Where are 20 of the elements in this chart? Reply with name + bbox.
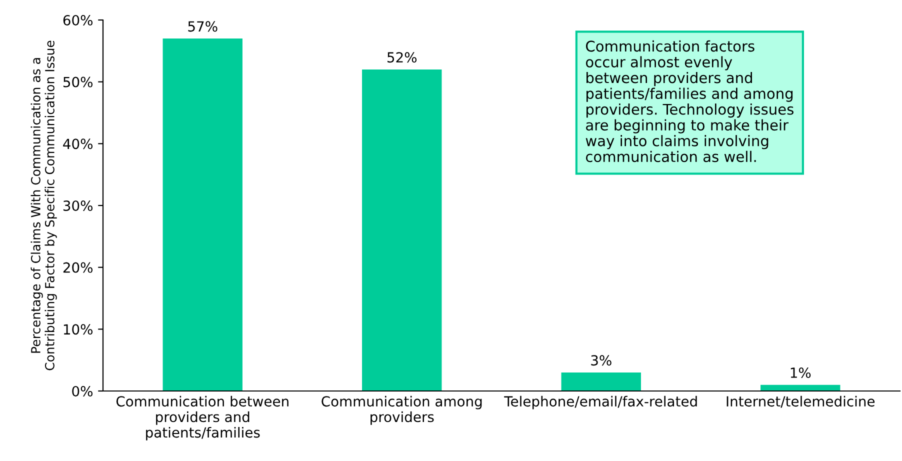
y-axis-title: Percentage of Claims With Communication as a Contributing Factor by Specific Communication Issue bbox=[30, 40, 57, 370]
data-label: 3% bbox=[591, 355, 612, 366]
x-tick-label: Communication between providers and patients/families bbox=[116, 396, 288, 440]
data-label: 57% bbox=[188, 21, 218, 32]
y-tick-label: 20% bbox=[63, 262, 93, 273]
data-label: 52% bbox=[388, 52, 417, 63]
y-tick-label: 10% bbox=[64, 324, 93, 335]
y-tick-label: 30% bbox=[63, 200, 93, 211]
bar bbox=[362, 69, 442, 391]
annotation: Communication factors occur almost evenly between providers and patients/families and among providers. Technology issues are beginning to make their way into claims involving communication as well. bbox=[586, 40, 794, 162]
y-tick-label: 0% bbox=[72, 386, 93, 396]
bar bbox=[561, 372, 641, 391]
y-tick-label: 40% bbox=[63, 138, 93, 150]
x-tick-label: Communication among providers bbox=[322, 396, 482, 425]
x-tick-label: Internet/telemedicine bbox=[726, 396, 875, 408]
y-tick-label: 60% bbox=[63, 14, 93, 26]
data-label: 1% bbox=[790, 367, 811, 378]
bar bbox=[162, 38, 242, 391]
y-tick-label: 50% bbox=[63, 76, 93, 88]
x-tick-label: Telephone/email/fax-related bbox=[504, 396, 697, 410]
